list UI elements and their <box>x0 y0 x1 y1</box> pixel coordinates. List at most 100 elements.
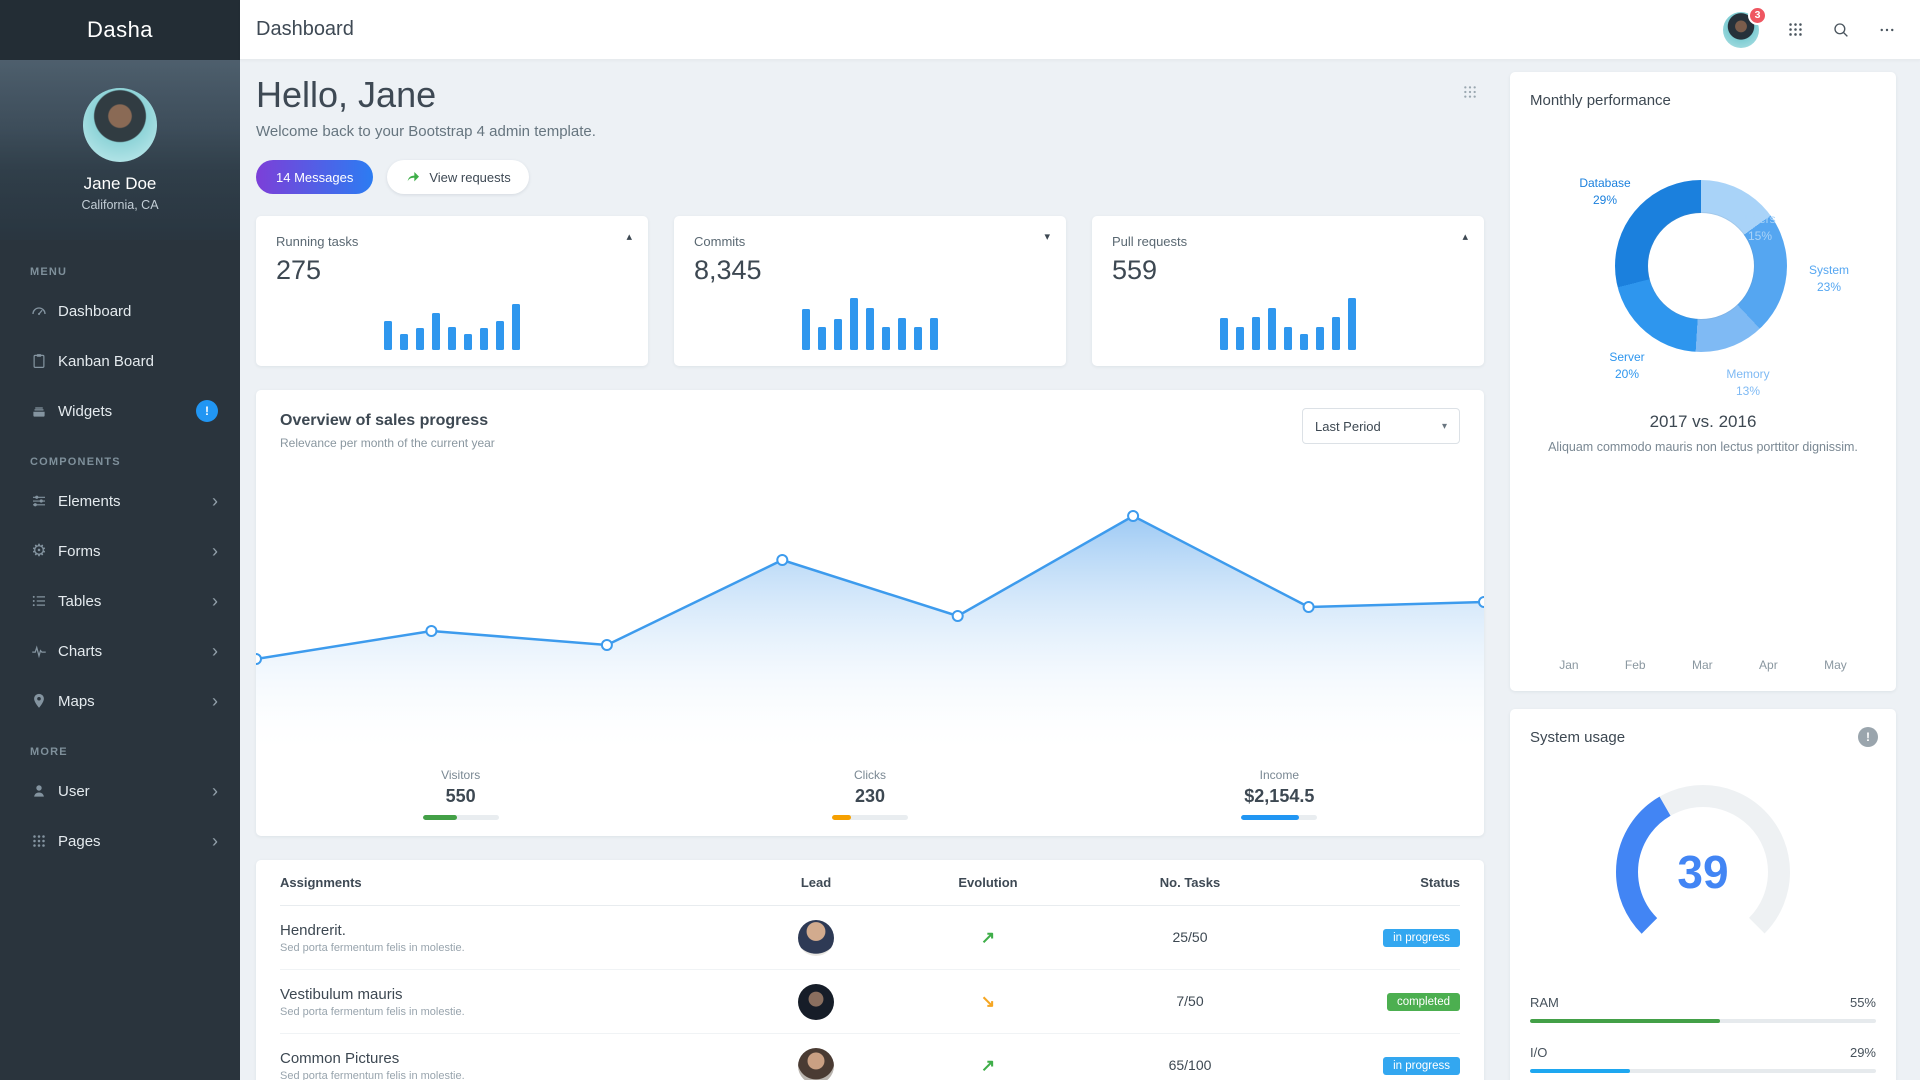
stat-value: 559 <box>1112 255 1158 285</box>
slice-pct: 13% <box>1735 384 1761 398</box>
stat-label: Income <box>1259 768 1299 782</box>
table-header: Assignments Lead Evolution No. Tasks Sta… <box>280 860 1460 906</box>
progress-track <box>831 815 908 820</box>
spark-bar <box>1284 326 1292 350</box>
nav-section-menu: MENU <box>30 266 68 278</box>
meter-label: I/O <box>1530 1045 1548 1060</box>
donut-chart <box>1615 180 1787 352</box>
stat-label: Clicks <box>853 768 886 782</box>
topbar-actions: 3 <box>1723 5 1896 48</box>
column-header-lead: Lead <box>800 875 832 890</box>
drag-handle-icon[interactable] <box>1462 84 1478 105</box>
progress-fill <box>831 815 851 820</box>
drawer-icon <box>30 402 48 420</box>
spark-bar <box>802 309 810 350</box>
sidebar-item-forms[interactable]: ⚙ Forms › <box>0 526 240 576</box>
table-row[interactable]: Common Pictures Sed porta fermentum feli… <box>280 1034 1460 1080</box>
sidebar-item-user[interactable]: User › <box>0 766 240 816</box>
progress-fill <box>422 815 457 820</box>
column-header-assignments: Assignments <box>280 875 362 890</box>
topbar-avatar[interactable]: 3 <box>1723 5 1767 48</box>
stat-value: 230 <box>854 786 886 806</box>
data-point <box>1127 510 1140 522</box>
table-row[interactable]: Vestibulum mauris Sed porta fermentum fe… <box>280 970 1460 1034</box>
gauge-value: 39 <box>1677 846 1729 898</box>
sales-area-chart <box>256 510 1484 758</box>
table-row[interactable]: Hendrerit. Sed porta fermentum felis in … <box>280 906 1460 970</box>
spark-bar <box>432 312 440 350</box>
grid-icon <box>30 832 48 850</box>
comparison-title: 2017 vs. 2016 <box>1649 412 1757 431</box>
card-title: Monthly performance <box>1530 92 1671 109</box>
spark-bar <box>384 321 392 350</box>
column-header-no-tasks: No. Tasks <box>1159 875 1221 890</box>
period-select[interactable]: Last Period ▾ <box>1302 408 1460 444</box>
chevron-right-icon: › <box>212 491 218 511</box>
sidebar-item-maps[interactable]: Maps › <box>0 676 240 726</box>
sidebar-item-charts[interactable]: Charts › <box>0 626 240 676</box>
progress-fill <box>1530 1069 1631 1073</box>
sales-stats-row: Visitors 550 Clicks 230 <box>256 768 1484 820</box>
sparkline-bars <box>674 298 1066 350</box>
spark-bar <box>464 334 472 350</box>
view-requests-button[interactable]: View requests <box>387 160 529 194</box>
stat-card-commits: Commits 8,345 ▾ <box>674 216 1066 366</box>
hero-section: Hello, Jane Welcome back to your Bootstr… <box>256 72 1484 194</box>
sidebar-item-pages[interactable]: Pages › <box>0 816 240 866</box>
chevron-right-icon: › <box>212 591 218 611</box>
gauge-fill <box>1616 785 1790 959</box>
assignment-title: Hendrerit. <box>280 921 346 939</box>
info-icon[interactable]: ! <box>1858 727 1878 747</box>
app-logo: Dasha <box>0 0 240 60</box>
sidebar-item-tables[interactable]: Tables › <box>0 576 240 626</box>
chevron-down-icon: ▾ <box>1441 420 1447 432</box>
notification-badge: 3 <box>1748 5 1767 25</box>
stat-value: 550 <box>445 786 476 806</box>
lead-avatar <box>798 983 834 1020</box>
search-icon[interactable] <box>1832 21 1850 39</box>
spark-bar <box>834 318 842 350</box>
assignment-subtitle: Sed porta fermentum felis in molestie. <box>280 941 465 954</box>
data-point <box>425 625 438 637</box>
greeting-title: Hello, Jane <box>256 74 437 115</box>
messages-button[interactable]: 14 Messages <box>256 160 374 194</box>
apps-grid-icon[interactable] <box>1787 21 1804 38</box>
donut-label-server: Server 20% <box>1609 349 1644 383</box>
topbar: Dashboard 3 <box>240 0 1920 60</box>
data-point <box>951 610 964 622</box>
donut-label-database: Database 29% <box>1579 175 1630 209</box>
sidebar-item-kanban-board[interactable]: Kanban Board <box>0 336 240 386</box>
more-options-icon[interactable] <box>1878 21 1896 39</box>
slice-pct: 20% <box>1614 367 1640 381</box>
profile-avatar[interactable] <box>83 88 157 162</box>
sidebar-item-label: Widgets <box>58 402 113 420</box>
sidebar-item-dashboard[interactable]: Dashboard <box>0 286 240 336</box>
period-select-value: Last Period <box>1315 418 1381 434</box>
data-point <box>256 653 262 665</box>
sidebar-item-widgets[interactable]: Widgets ! <box>0 386 240 436</box>
chevron-right-icon: › <box>212 831 218 851</box>
list-icon <box>30 592 48 610</box>
spark-bar <box>818 326 826 350</box>
map-pin-icon <box>30 692 48 710</box>
sidebar-item-label: Maps <box>58 692 95 710</box>
data-point <box>600 639 613 651</box>
collapse-caret-icon[interactable]: ▾ <box>1044 231 1050 243</box>
page-title: Dashboard <box>256 18 354 40</box>
meter-ram: RAM 55% <box>1530 995 1876 1023</box>
slice-name: Server <box>1609 350 1645 364</box>
collapse-caret-icon[interactable]: ▴ <box>626 231 632 243</box>
spark-bar <box>512 304 520 350</box>
user-icon <box>30 782 48 800</box>
collapse-caret-icon[interactable]: ▴ <box>1462 231 1468 243</box>
spark-bar <box>1300 334 1308 350</box>
sales-title: Overview of sales progress <box>280 412 489 429</box>
donut-label-memory: Memory 13% <box>1726 366 1769 400</box>
spark-bar <box>1220 317 1228 350</box>
spark-bar <box>448 326 456 350</box>
spark-bar <box>850 298 858 350</box>
assignment-title: Common Pictures <box>280 1049 400 1067</box>
column-header-status: Status <box>1420 875 1460 890</box>
sidebar-item-elements[interactable]: Elements › <box>0 476 240 526</box>
chevron-right-icon: › <box>212 781 218 801</box>
